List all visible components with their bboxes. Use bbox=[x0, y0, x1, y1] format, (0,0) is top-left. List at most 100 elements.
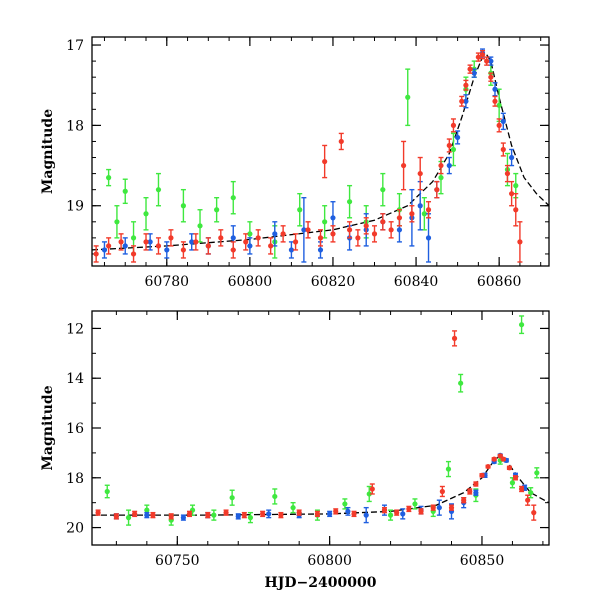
red-data-point bbox=[338, 138, 344, 145]
red-data-point bbox=[473, 481, 479, 487]
green-data-point bbox=[380, 187, 386, 193]
red-data-point bbox=[330, 231, 336, 237]
blue-data-point bbox=[164, 247, 170, 253]
red-data-point bbox=[479, 52, 486, 58]
blue-data-point bbox=[301, 227, 307, 233]
red-data-point bbox=[168, 235, 174, 241]
blue-data-point bbox=[147, 239, 153, 245]
x-tick-label: 60800 bbox=[307, 553, 352, 569]
red-data-point bbox=[496, 122, 502, 128]
red-data-point bbox=[130, 251, 137, 257]
red-data-point bbox=[243, 239, 249, 245]
green-data-point bbox=[405, 94, 411, 100]
red-data-point bbox=[518, 486, 525, 492]
blue-data-point bbox=[446, 162, 452, 169]
red-data-point bbox=[425, 207, 432, 213]
green-data-point bbox=[114, 219, 120, 225]
red-data-point bbox=[230, 247, 236, 253]
x-tick-label: 60860 bbox=[477, 274, 522, 290]
red-data-point bbox=[223, 510, 229, 516]
red-data-point bbox=[400, 162, 407, 169]
green-data-point bbox=[229, 495, 235, 501]
y-tick-label: 18 bbox=[66, 118, 84, 134]
y-tick-label: 19 bbox=[66, 199, 84, 215]
blue-data-point bbox=[327, 511, 333, 517]
green-data-point bbox=[421, 211, 427, 217]
blue-data-point bbox=[266, 511, 272, 517]
red-data-point bbox=[369, 486, 375, 492]
blue-data-point bbox=[189, 239, 195, 245]
blue-data-point bbox=[317, 247, 324, 253]
green-data-point bbox=[458, 380, 464, 386]
green-data-point bbox=[290, 505, 296, 511]
red-data-point bbox=[459, 98, 465, 104]
y-tick-label: 20 bbox=[66, 521, 84, 537]
red-data-point bbox=[155, 243, 162, 249]
red-data-point bbox=[106, 243, 112, 249]
blue-data-point bbox=[471, 70, 477, 76]
green-data-point bbox=[130, 235, 137, 241]
blue-data-point bbox=[122, 243, 128, 249]
red-data-point bbox=[434, 187, 440, 193]
bottom-panel: 60750 60800 60850 12 14 16 18 20 Magnitude HJD−24… bbox=[40, 310, 550, 591]
green-data-point bbox=[214, 207, 220, 213]
red-data-point bbox=[451, 335, 458, 341]
red-data-point bbox=[322, 158, 328, 165]
green-data-point bbox=[211, 512, 217, 518]
green-data-point bbox=[366, 491, 372, 497]
red-data-point bbox=[491, 456, 497, 462]
green-data-point bbox=[180, 203, 186, 209]
red-data-point bbox=[351, 511, 357, 517]
red-data-point bbox=[467, 488, 473, 495]
green-data-point bbox=[247, 515, 254, 521]
x-tick-label: 60850 bbox=[460, 553, 505, 569]
blue-data-point bbox=[230, 235, 236, 241]
red-data-point bbox=[406, 506, 412, 512]
green-data-point bbox=[509, 480, 516, 486]
y-tick-label: 16 bbox=[66, 421, 84, 437]
blue-data-point bbox=[400, 511, 406, 517]
red-data-point bbox=[363, 223, 369, 229]
green-data-point bbox=[106, 175, 112, 181]
red-data-point bbox=[500, 146, 506, 153]
green-data-point bbox=[342, 501, 348, 507]
red-data-point bbox=[492, 98, 498, 104]
green-data-point bbox=[496, 102, 502, 108]
blue-data-point bbox=[272, 231, 278, 237]
blue-data-point bbox=[396, 227, 403, 233]
red-data-point bbox=[500, 456, 506, 462]
green-data-point bbox=[513, 183, 519, 189]
green-data-point bbox=[230, 195, 236, 201]
red-data-point bbox=[296, 510, 302, 516]
red-data-point bbox=[418, 508, 424, 514]
red-data-point bbox=[475, 54, 481, 60]
red-data-point bbox=[388, 227, 394, 233]
x-axis-label: HJD−2400000 bbox=[265, 575, 377, 591]
red-data-point bbox=[241, 512, 247, 518]
plot-frame bbox=[91, 36, 550, 267]
green-data-point bbox=[122, 188, 128, 194]
green-data-point bbox=[125, 515, 132, 521]
green-data-point bbox=[197, 223, 203, 229]
red-data-point bbox=[484, 58, 490, 64]
x-tick-label: 60840 bbox=[394, 274, 439, 290]
red-data-point bbox=[517, 239, 523, 245]
blue-data-point bbox=[101, 247, 108, 253]
blue-data-point bbox=[436, 505, 442, 511]
red-data-point bbox=[205, 243, 211, 249]
red-data-point bbox=[380, 219, 386, 225]
red-data-point bbox=[93, 251, 99, 257]
green-data-point bbox=[143, 211, 149, 217]
red-data-point bbox=[525, 497, 531, 503]
green-data-point bbox=[534, 470, 540, 476]
red-data-point bbox=[168, 513, 174, 519]
red-data-point bbox=[143, 239, 149, 245]
blue-data-point bbox=[288, 247, 295, 253]
x-tick-label: 60820 bbox=[311, 274, 356, 290]
data-layer bbox=[92, 48, 549, 263]
plot-frame bbox=[91, 310, 550, 546]
red-data-point bbox=[280, 231, 286, 237]
red-data-point bbox=[268, 243, 274, 249]
data-layer bbox=[92, 315, 549, 526]
